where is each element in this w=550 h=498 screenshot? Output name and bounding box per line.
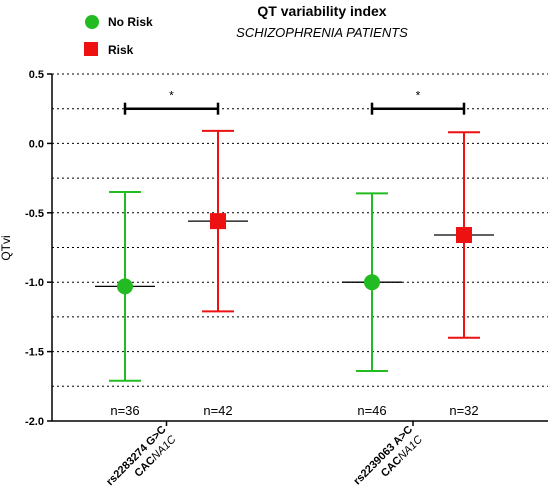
sample-size-label: n=32	[449, 403, 478, 418]
y-ticks: 0.5 0.0 -0.5 -1.0 -1.5 -2.0	[25, 69, 414, 428]
sample-size-label: n=42	[203, 403, 232, 418]
legend-risk-label: Risk	[108, 43, 134, 57]
y-tick-label: -2.0	[25, 416, 44, 428]
axes	[51, 74, 548, 422]
significance-star: *	[416, 89, 421, 103]
data-point-no-risk	[364, 274, 380, 291]
data-point-risk	[456, 227, 472, 244]
legend-risk-marker	[84, 42, 98, 56]
data-point-risk	[210, 213, 226, 230]
legend: No Risk Risk	[84, 15, 153, 57]
data-point-no-risk	[117, 278, 133, 295]
sample-size-label: n=46	[357, 403, 386, 418]
n-labels: n=36 n=46 n=42 n=32	[110, 403, 478, 418]
legend-no-risk-marker	[85, 15, 99, 29]
y-tick-label: 0.0	[29, 138, 44, 150]
chart-subtitle: SCHIZOPHRENIA PATIENTS	[236, 25, 408, 40]
gridlines	[52, 73, 548, 422]
significance-star: *	[169, 89, 174, 103]
legend-no-risk-label: No Risk	[108, 15, 153, 29]
sample-size-label: n=36	[110, 403, 139, 418]
chart-title: QT variability index	[257, 3, 386, 19]
y-tick-label: -1.0	[25, 277, 44, 289]
significance-brackets: * *	[123, 89, 466, 115]
data-marks	[95, 129, 494, 382]
y-tick-label: -0.5	[25, 208, 44, 220]
y-tick-label: 0.5	[29, 69, 44, 81]
y-axis-label: QTvi	[0, 235, 13, 260]
y-tick-label: -1.5	[25, 347, 44, 359]
